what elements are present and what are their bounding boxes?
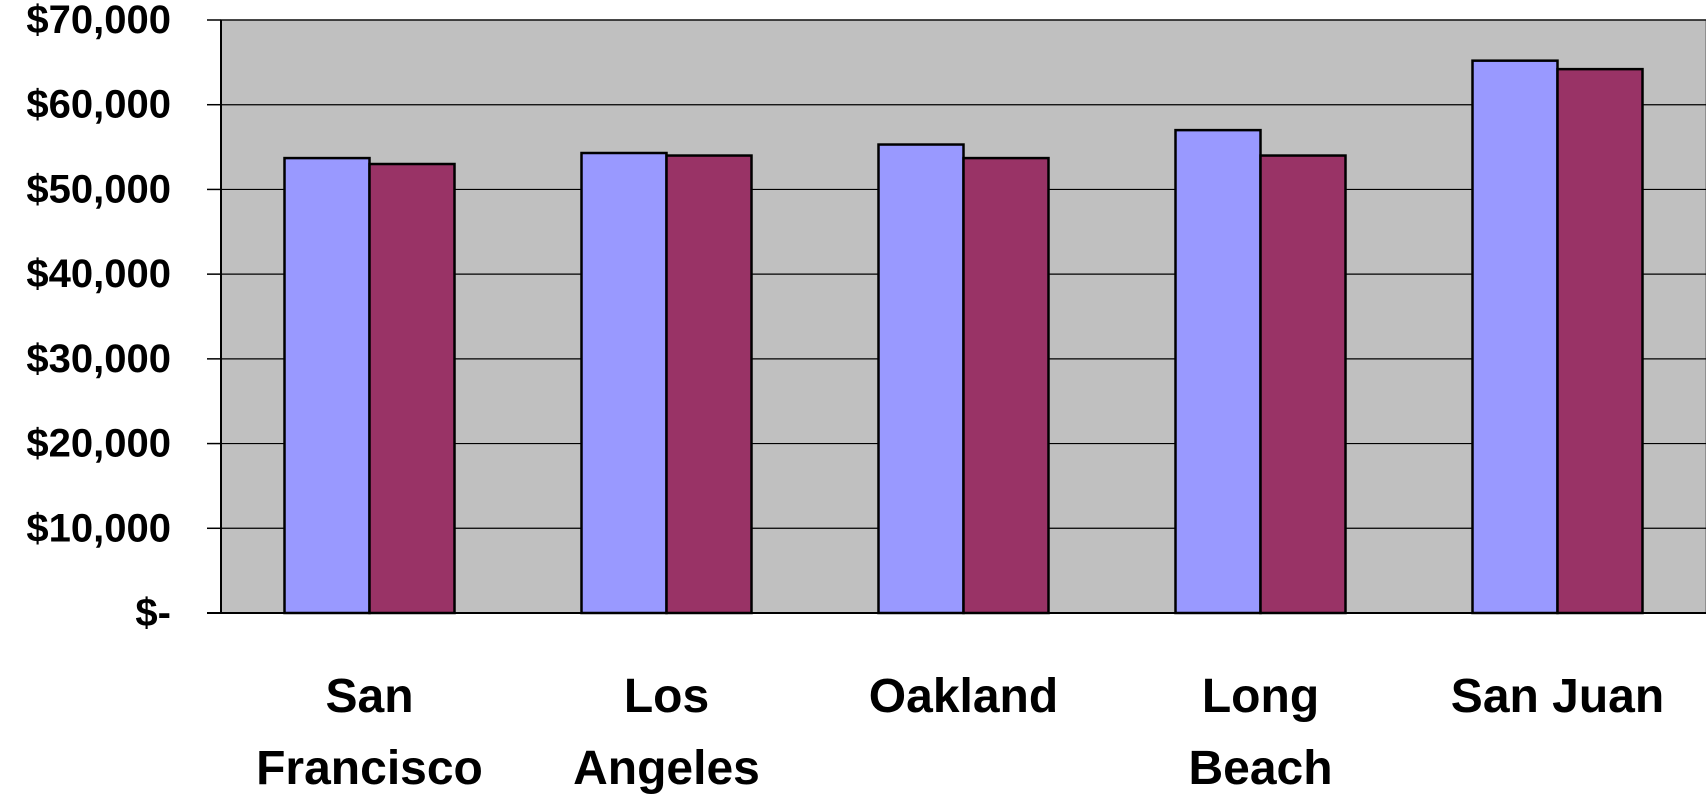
x-tick-label-line: Francisco: [256, 742, 483, 795]
bar-series-1: [1176, 130, 1261, 613]
y-tick-labels: $- $10,000 $20,000 $30,000 $40,000 $50,000 $60…: [26, 0, 171, 635]
x-tick-labels: San Francisco Los Angeles Oakland Long Beach Sa…: [256, 670, 1664, 795]
y-tick-label: $30,000: [26, 337, 171, 381]
bar-series-1: [285, 158, 370, 613]
x-tick-label: San Juan: [1451, 670, 1664, 723]
x-tick-label: Los Angeles: [573, 670, 760, 795]
y-tick-label: $40,000: [26, 252, 171, 296]
bar-series-1: [1473, 61, 1558, 613]
y-tick-label: $10,000: [26, 506, 171, 550]
y-tick-label: $50,000: [26, 167, 171, 211]
y-tick-label: $20,000: [26, 422, 171, 466]
bar-series-2: [1558, 69, 1643, 613]
bar-series-1: [879, 145, 964, 613]
bar-series-2: [370, 164, 455, 613]
bar-series-2: [1261, 156, 1346, 613]
x-tick-label-line: San: [325, 670, 413, 723]
x-tick-label: San Francisco: [256, 670, 483, 795]
y-tick-label: $70,000: [26, 0, 171, 42]
y-tick-label: $-: [135, 591, 171, 635]
x-tick-label-line: Angeles: [573, 742, 760, 795]
x-tick-label-line: Beach: [1188, 742, 1332, 795]
bar-series-2: [667, 156, 752, 613]
x-tick-label: Long Beach: [1188, 670, 1332, 795]
x-tick-label-line: San Juan: [1451, 670, 1664, 723]
x-tick-label-line: Oakland: [869, 670, 1058, 723]
x-tick-label-line: Long: [1202, 670, 1319, 723]
bar-series-1: [582, 153, 667, 613]
x-tick-label: Oakland: [869, 670, 1058, 723]
x-tick-label-line: Los: [624, 670, 709, 723]
y-tick-label: $60,000: [26, 83, 171, 127]
bar-series-2: [964, 158, 1049, 613]
